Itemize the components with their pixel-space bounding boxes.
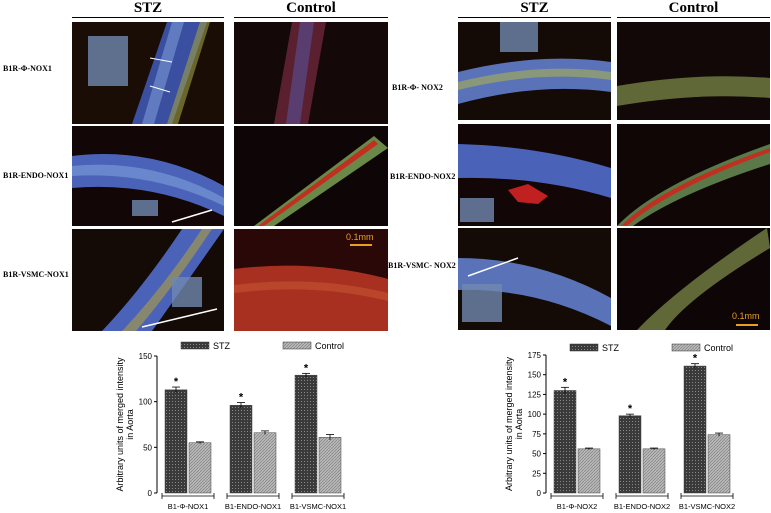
- legend-label: STZ: [213, 341, 231, 351]
- bar-control: [577, 448, 601, 494]
- micrograph-stz-endo-nox1: [72, 126, 224, 226]
- bar-control: [642, 448, 666, 494]
- y-axis-label-line: Arbitrary units of merged intensity: [115, 357, 125, 492]
- significance-star: *: [628, 403, 633, 415]
- row-label-phi-nox2: B1R-Φ- NOX2: [392, 83, 443, 92]
- bar-stz: [683, 365, 707, 494]
- legend-swatch: [180, 341, 210, 350]
- y-axis-label-line: in Aorta: [125, 409, 135, 440]
- header-left-control: Control: [234, 0, 388, 18]
- bar-control: [253, 432, 277, 494]
- scale-bar-right: [736, 324, 758, 326]
- y-tick-label: 0: [537, 489, 542, 498]
- row-label-vsmc-nox2: B1R-VSMC- NOX2: [388, 261, 456, 270]
- y-tick-label: 150: [528, 371, 542, 380]
- legend-swatch: [282, 341, 312, 350]
- x-tick-label: B1-VSMC-NOX2: [679, 502, 735, 511]
- bar-stz: [229, 405, 253, 494]
- y-tick-label: 150: [139, 352, 153, 361]
- legend-label: STZ: [602, 343, 620, 353]
- micrograph-stz-vsmc-nox2: [458, 228, 611, 330]
- bar-control: [707, 434, 731, 494]
- bar-stz: [553, 390, 577, 494]
- bar-chart-nox2: Arbitrary units of merged intensityin Ao…: [500, 340, 750, 513]
- scale-bar-right-label: 0.1mm: [732, 311, 760, 321]
- significance-star: *: [239, 392, 244, 404]
- micrograph-control-phi-nox2: [617, 22, 770, 120]
- micrograph-control-endo-nox2: [617, 124, 770, 226]
- x-tick-label: B1-Φ-NOX2: [557, 502, 598, 511]
- bar-stz: [618, 415, 642, 494]
- x-tick-label: B1-VSMC-NOX1: [290, 502, 346, 511]
- legend-swatch: [569, 343, 599, 352]
- micrograph-stz-phi-nox2: [458, 22, 611, 120]
- header-right-control: Control: [617, 0, 770, 18]
- x-tick-label: B1-ENDO-NOX2: [614, 502, 670, 511]
- significance-star: *: [174, 376, 179, 388]
- micrograph-control-endo-nox1: [234, 126, 388, 226]
- significance-star: *: [693, 353, 698, 365]
- y-tick-label: 100: [139, 398, 153, 407]
- y-tick-label: 175: [528, 351, 542, 360]
- row-label-phi-nox1: B1R-Φ-NOX1: [3, 64, 52, 73]
- scale-bar-left: [350, 244, 372, 246]
- micrograph-control-vsmc-nox2: [617, 228, 770, 330]
- y-tick-label: 125: [528, 390, 542, 399]
- bar-chart-nox1: Arbitrary units of merged intensityin Ao…: [115, 338, 365, 513]
- y-axis-label-line: Arbitrary units of merged intensity: [504, 356, 514, 491]
- bar-stz: [164, 389, 188, 494]
- micrograph-control-vsmc-nox1: [234, 229, 388, 331]
- y-axis-label-line: in Aorta: [514, 409, 524, 440]
- legend-swatch: [671, 343, 701, 352]
- legend-label: Control: [315, 341, 344, 351]
- micrograph-stz-vsmc-nox1: [72, 229, 224, 331]
- micrograph-stz-phi-nox1: [72, 22, 224, 124]
- significance-star: *: [563, 376, 568, 388]
- micrograph-control-phi-nox1: [234, 22, 388, 124]
- header-right-stz: STZ: [458, 0, 611, 18]
- y-axis-label: Arbitrary units of merged intensityin Ao…: [504, 356, 524, 491]
- y-tick-label: 50: [532, 450, 541, 459]
- y-tick-label: 50: [143, 443, 152, 452]
- y-tick-label: 0: [148, 489, 153, 498]
- scale-bar-left-label: 0.1mm: [346, 232, 374, 242]
- legend-label: Control: [704, 343, 733, 353]
- micrograph-stz-endo-nox2: [458, 124, 611, 226]
- significance-star: *: [304, 362, 309, 374]
- row-label-vsmc-nox1: B1R-VSMC-NOX1: [3, 270, 69, 279]
- x-tick-label: B1-Φ-NOX1: [168, 502, 209, 511]
- header-left-stz: STZ: [72, 0, 224, 18]
- bar-stz: [294, 374, 318, 494]
- bar-control: [318, 437, 342, 494]
- y-tick-label: 100: [528, 410, 542, 419]
- y-tick-label: 25: [532, 469, 541, 478]
- x-tick-label: B1-ENDO-NOX1: [225, 502, 281, 511]
- y-tick-label: 75: [532, 430, 541, 439]
- row-label-endo-nox2: B1R-ENDO-NOX2: [390, 172, 456, 181]
- row-label-endo-nox1: B1R-ENDO-NOX1: [3, 171, 69, 180]
- y-axis-label: Arbitrary units of merged intensityin Ao…: [115, 357, 135, 492]
- bar-control: [188, 442, 212, 494]
